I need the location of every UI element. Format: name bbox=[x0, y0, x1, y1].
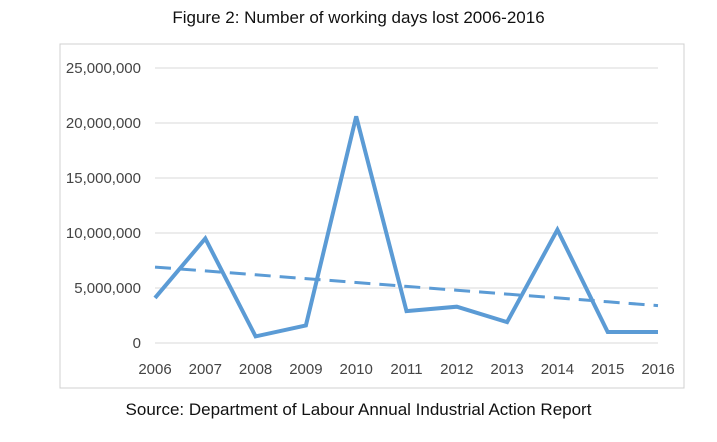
chart-source-note: Source: Department of Labour Annual Indu… bbox=[125, 400, 592, 419]
series-lines bbox=[153, 115, 659, 339]
x-axis-tick-labels: 2006 2007 2008 2009 2010 2011 2012 2013 2014 2015… bbox=[138, 361, 674, 378]
y-tick-label: 15,000,000 bbox=[66, 170, 141, 187]
x-tick-label: 2008 bbox=[239, 361, 272, 378]
y-tick-label: 0 bbox=[133, 335, 141, 352]
x-tick-label: 2009 bbox=[289, 361, 322, 378]
trendline bbox=[154, 265, 659, 308]
y-tick-label: 20,000,000 bbox=[66, 115, 141, 132]
x-tick-label: 2010 bbox=[340, 361, 373, 378]
x-tick-label: 2006 bbox=[138, 361, 171, 378]
y-axis-tick-labels: 0 5,000,000 10,000,000 15,000,000 20,000,000… bbox=[66, 60, 141, 352]
x-tick-label: 2013 bbox=[490, 361, 523, 378]
x-tick-label: 2016 bbox=[641, 361, 674, 378]
y-tick-label: 5,000,000 bbox=[74, 280, 141, 297]
y-tick-label: 25,000,000 bbox=[66, 60, 141, 77]
y-tick-label: 10,000,000 bbox=[66, 225, 141, 242]
x-tick-label: 2012 bbox=[440, 361, 473, 378]
x-tick-label: 2007 bbox=[189, 361, 222, 378]
x-tick-label: 2011 bbox=[390, 361, 422, 378]
x-tick-label: 2014 bbox=[541, 361, 574, 378]
chart-title: Figure 2: Number of working days lost 20… bbox=[172, 8, 545, 27]
series-line bbox=[153, 115, 658, 339]
chart-border bbox=[59, 43, 685, 389]
x-tick-label: 2015 bbox=[591, 361, 624, 378]
gridlines bbox=[155, 67, 658, 344]
